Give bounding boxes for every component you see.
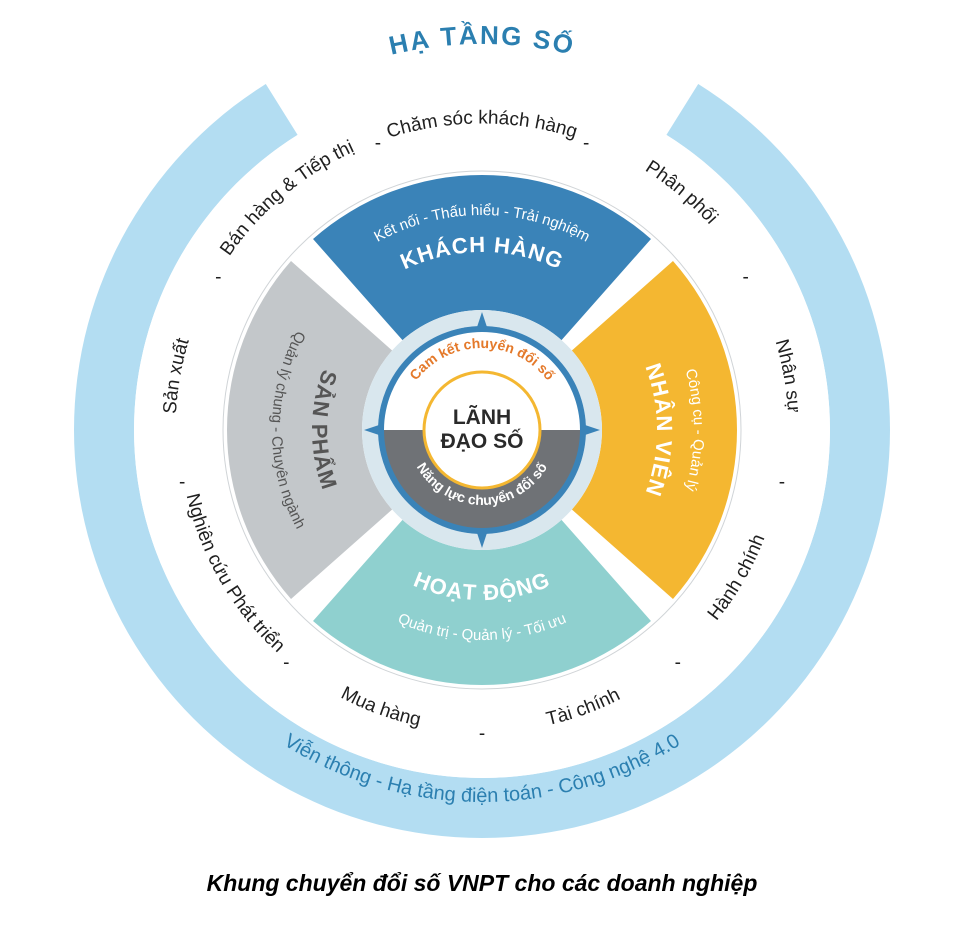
radial-diagram: HẠ TẦNG SỐViễn thông - Hạ tầng điện toán… — [72, 20, 892, 840]
svg-text:LÃNHĐẠO SỐ: LÃNHĐẠO SỐ — [441, 406, 524, 453]
svg-text:-: - — [675, 652, 681, 673]
svg-text:-: - — [179, 472, 185, 493]
svg-text:-: - — [479, 724, 485, 745]
svg-text:-: - — [375, 133, 381, 154]
svg-text:-: - — [215, 267, 221, 288]
diagram-caption: Khung chuyển đổi số VNPT cho các doanh n… — [0, 870, 964, 897]
svg-text:-: - — [779, 472, 785, 493]
svg-text:-: - — [583, 133, 589, 154]
svg-text:-: - — [283, 652, 289, 673]
svg-text:-: - — [743, 267, 749, 288]
